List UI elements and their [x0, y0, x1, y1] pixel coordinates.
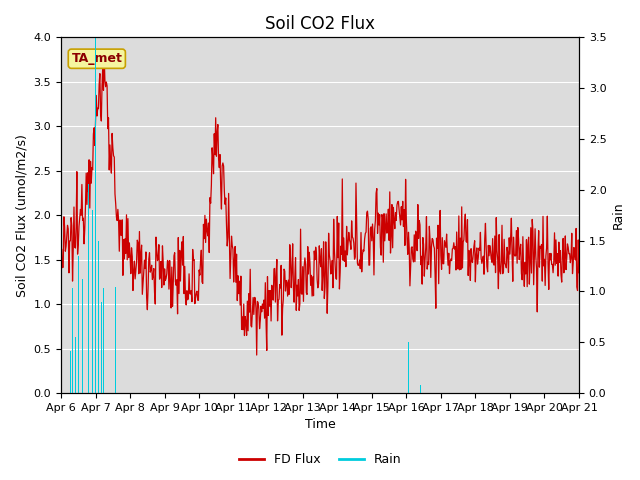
Title: Soil CO2 Flux: Soil CO2 Flux [265, 15, 375, 33]
X-axis label: Time: Time [305, 419, 335, 432]
Y-axis label: Rain: Rain [612, 202, 625, 229]
Text: TA_met: TA_met [72, 52, 122, 65]
Y-axis label: Soil CO2 Flux (umol/m2/s): Soil CO2 Flux (umol/m2/s) [15, 134, 28, 297]
Legend: FD Flux, Rain: FD Flux, Rain [234, 448, 406, 471]
